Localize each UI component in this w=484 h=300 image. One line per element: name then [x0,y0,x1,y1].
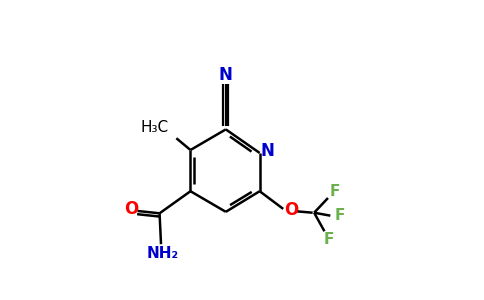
Text: O: O [124,200,138,217]
Text: H₃C: H₃C [140,120,168,135]
Text: NH₂: NH₂ [147,246,179,261]
Text: F: F [324,232,334,247]
Text: F: F [330,184,340,199]
Text: N: N [261,142,274,160]
Text: O: O [284,201,299,219]
Text: N: N [219,66,233,84]
Text: F: F [334,208,345,223]
